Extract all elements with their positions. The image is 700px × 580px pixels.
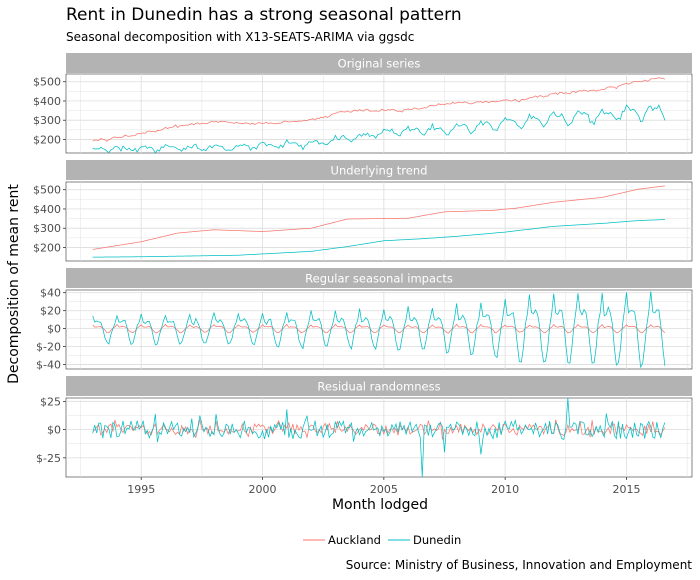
facet-strip-label: Residual randomness	[317, 380, 440, 394]
legend-item-auckland: Auckland	[303, 533, 381, 547]
series-line-auckland	[92, 77, 666, 142]
x-tick-label: 2010	[491, 483, 519, 496]
facet-strip-label: Underlying trend	[331, 164, 428, 178]
y-tick-label: $200	[33, 134, 61, 147]
series-line-dunedin	[92, 104, 666, 154]
facet-panels: Original series$200$300$400$500Underlyin…	[33, 53, 693, 478]
y-tick-label: $20	[40, 305, 61, 318]
x-axis-title: Month lodged	[332, 497, 428, 513]
facet-strip	[66, 160, 692, 180]
y-tick-label: $25	[40, 395, 61, 408]
y-tick-label: $300	[33, 114, 61, 127]
panel-border	[65, 73, 693, 154]
y-tick-label: $400	[33, 95, 61, 108]
y-tick-label: $0	[47, 424, 61, 437]
x-tick-label: 1995	[127, 483, 155, 496]
series-line-dunedin	[92, 219, 665, 258]
facet-panel: Regular seasonal impacts $-40 $-20 $0 $20 $40	[36, 268, 693, 372]
panel-border	[65, 181, 693, 262]
x-tick-label: 2015	[612, 483, 640, 496]
panel-border	[65, 397, 693, 478]
legend: Auckland Dunedin	[303, 533, 461, 547]
series-line-auckland	[92, 323, 666, 334]
y-tick-label: $200	[33, 242, 61, 255]
legend-label-auckland: Auckland	[328, 533, 381, 547]
y-tick-label: $500	[33, 76, 61, 89]
series-line-auckland	[92, 185, 665, 250]
x-tick-label: 2000	[249, 483, 277, 496]
facet-panel: Original series $200 $300 $400 $500	[33, 53, 693, 154]
legend-item-dunedin: Dunedin	[388, 533, 461, 547]
y-axis-title: Decomposition of mean rent	[6, 184, 22, 384]
caption: Source: Ministry of Business, Innovation…	[346, 558, 693, 572]
legend-label-dunedin: Dunedin	[413, 533, 461, 547]
y-tick-label: $0	[47, 323, 61, 336]
facet-strip-label: Original series	[338, 57, 421, 71]
y-tick-label: $500	[33, 184, 61, 197]
chart-title: Rent in Dunedin has a strong seasonal pa…	[66, 5, 462, 25]
facet-panel: Residual randomness $-25 $0 $25	[36, 376, 693, 478]
series-line-dunedin	[92, 397, 666, 478]
facet-strip	[66, 53, 692, 73]
y-tick-label: $-25	[36, 452, 61, 465]
y-tick-label: $-40	[36, 359, 61, 372]
x-tick-label: 2005	[370, 483, 398, 496]
facet-panel: Underlying trend $200 $300 $400 $500	[33, 160, 693, 262]
facet-strip	[66, 268, 692, 288]
facet-strip	[66, 376, 692, 396]
x-axis: 1995 2000 2005 2010 2015	[127, 477, 640, 496]
y-tick-label: $400	[33, 203, 61, 216]
y-tick-label: $40	[40, 287, 61, 300]
y-tick-label: $300	[33, 222, 61, 235]
facet-strip-label: Regular seasonal impacts	[305, 272, 453, 286]
y-tick-label: $-20	[36, 341, 61, 354]
series-line-dunedin	[92, 291, 666, 369]
chart-subtitle: Seasonal decomposition with X13-SEATS-AR…	[66, 30, 414, 44]
